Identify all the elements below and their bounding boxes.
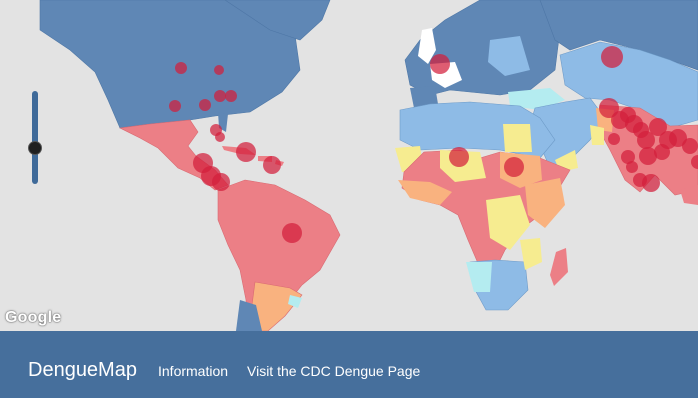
outbreak-marker[interactable] <box>599 98 619 118</box>
outbreak-marker[interactable] <box>236 142 256 162</box>
outbreak-marker[interactable] <box>649 118 667 136</box>
region-east-africa[interactable] <box>525 178 565 228</box>
region-madagascar[interactable] <box>550 248 568 286</box>
region-mozambique[interactable] <box>520 238 542 270</box>
footer-bar <box>0 331 698 401</box>
region-iberia[interactable] <box>410 86 438 108</box>
zoom-slider-handle[interactable] <box>28 141 42 155</box>
outbreak-marker[interactable] <box>449 147 469 167</box>
outbreak-marker[interactable] <box>215 132 225 142</box>
outbreak-marker[interactable] <box>263 156 281 174</box>
region-uruguay[interactable] <box>288 295 302 308</box>
region-balkans-turkey[interactable] <box>508 88 565 110</box>
outbreak-marker[interactable] <box>691 155 698 169</box>
region-eastern-europe[interactable] <box>488 36 530 76</box>
outbreak-marker[interactable] <box>639 147 657 165</box>
outbreak-marker[interactable] <box>626 161 638 173</box>
region-namibia[interactable] <box>466 262 492 292</box>
outbreak-marker[interactable] <box>225 90 237 102</box>
zoom-slider[interactable] <box>28 91 42 184</box>
outbreak-marker[interactable] <box>682 138 698 154</box>
outbreak-marker[interactable] <box>504 157 524 177</box>
outbreak-marker[interactable] <box>214 65 224 75</box>
region-egypt[interactable] <box>503 124 532 152</box>
outbreak-marker[interactable] <box>637 131 655 149</box>
region-uk[interactable] <box>418 28 436 64</box>
outbreak-marker[interactable] <box>608 133 620 145</box>
outbreak-marker[interactable] <box>601 46 623 68</box>
region-afghanistan[interactable] <box>590 125 604 145</box>
outbreak-marker[interactable] <box>654 144 670 160</box>
region-central-asia[interactable] <box>559 41 698 129</box>
outbreak-markers <box>169 46 698 243</box>
outbreak-marker[interactable] <box>199 99 211 111</box>
footer-bottom-edge <box>0 398 698 401</box>
outbreak-marker[interactable] <box>175 62 187 74</box>
region-chile-argentina-south[interactable] <box>236 300 262 331</box>
nav-link-cdc-dengue[interactable]: Visit the CDC Dengue Page <box>247 363 421 379</box>
region-central-africa[interactable] <box>486 195 530 250</box>
outbreak-marker[interactable] <box>214 90 226 102</box>
region-greenland[interactable] <box>224 0 331 41</box>
outbreak-marker[interactable] <box>169 100 181 112</box>
region-west-africa-coast[interactable] <box>398 180 452 205</box>
outbreak-marker[interactable] <box>212 173 230 191</box>
outbreak-marker[interactable] <box>669 129 687 147</box>
outbreak-marker[interactable] <box>282 223 302 243</box>
nav-link-information[interactable]: Information <box>158 363 229 379</box>
brand-title[interactable]: DengueMap <box>28 359 137 381</box>
outbreak-marker[interactable] <box>430 54 450 74</box>
google-logo: Google <box>5 309 62 326</box>
outbreak-marker[interactable] <box>642 174 660 192</box>
region-indonesia[interactable] <box>680 185 698 205</box>
outbreak-marker[interactable] <box>621 150 635 164</box>
